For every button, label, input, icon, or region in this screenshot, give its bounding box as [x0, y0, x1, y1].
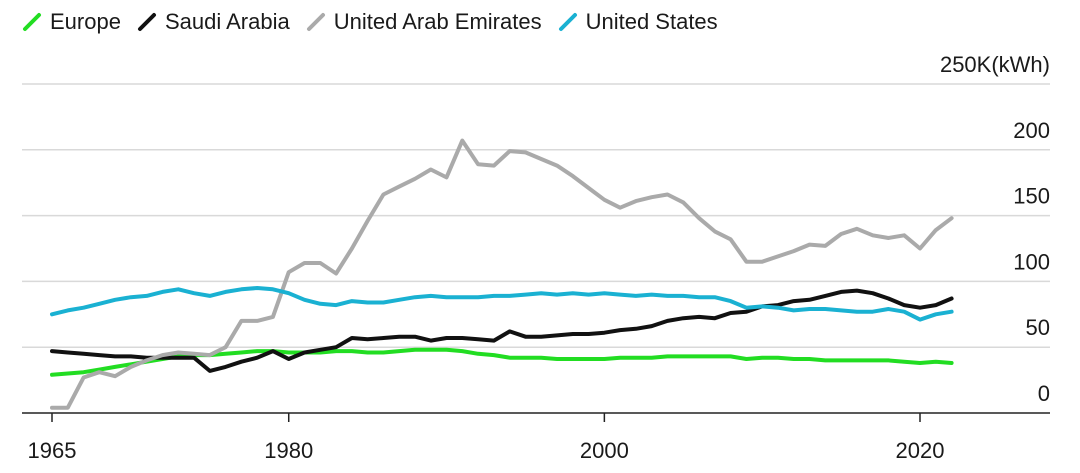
y-tick-label-250: 250K(kWh) [940, 52, 1050, 77]
series-line-united-states [50, 286, 954, 322]
legend-swatch [306, 13, 325, 31]
y-axis-ticks: 0 50 100 150 200 250K(kWh) [940, 52, 1050, 406]
series-lines [50, 138, 954, 410]
legend-item-0: Europe [22, 9, 121, 35]
legend: Europe Saudi Arabia United Arab Emirates Un… [22, 8, 734, 36]
series-line-saudi-arabia [50, 288, 954, 373]
y-tick-label-text: 250K [940, 52, 992, 77]
gridlines [22, 83, 1050, 348]
legend-label: Europe [50, 9, 121, 34]
y-tick-label-200: 200 [1013, 118, 1050, 143]
x-tick-label-1965: 1965 [28, 438, 77, 463]
y-tick-label-50: 50 [1026, 315, 1050, 340]
legend-swatch [137, 13, 156, 31]
legend-label: United Arab Emirates [333, 9, 542, 34]
legend-swatch [558, 13, 577, 31]
y-tick-label-0: 0 [1038, 381, 1050, 406]
series-line-united-arab-emirates [50, 138, 954, 410]
legend-item-2: United Arab Emirates [306, 9, 542, 35]
x-axis-ticks: 1965 1980 2000 2020 [28, 413, 945, 463]
y-axis-unit: (kWh) [991, 52, 1050, 77]
x-tick-label-1980: 1980 [264, 438, 313, 463]
legend-swatch [23, 13, 41, 31]
legend-label: United States [585, 9, 718, 34]
y-tick-label-150: 150 [1013, 184, 1050, 209]
x-tick-label-2000: 2000 [580, 438, 629, 463]
x-tick-label-2020: 2020 [896, 438, 945, 463]
y-tick-label-100: 100 [1013, 249, 1050, 274]
legend-item-1: Saudi Arabia [137, 9, 290, 35]
legend-item-3: United States [558, 9, 718, 35]
legend-label: Saudi Arabia [164, 9, 290, 34]
